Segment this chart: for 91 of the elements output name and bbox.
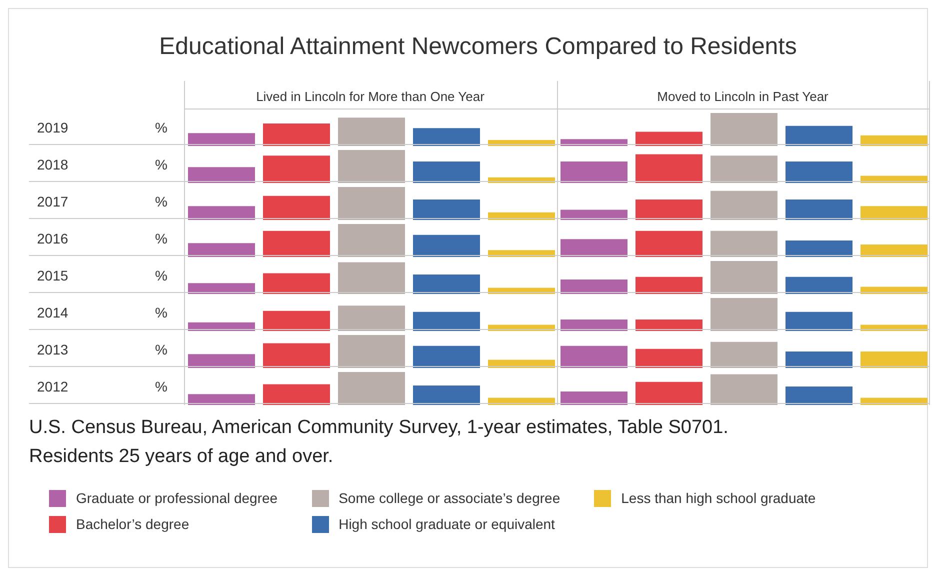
bar [338,150,405,183]
bar [636,154,702,183]
bar [560,239,628,257]
legend-label: High school graduate or equivalent [338,516,555,532]
bar [263,230,330,257]
bar [860,351,928,368]
bar [636,200,702,220]
bar [786,240,852,257]
bar [786,386,852,405]
bar [786,351,852,368]
bar [263,310,330,331]
bar [413,386,480,405]
bar [263,156,330,183]
bar [413,274,480,294]
bar [560,279,628,294]
bar [560,162,628,183]
bar [786,200,852,220]
bar [710,190,778,220]
bar [188,243,255,257]
text: 2018 [37,156,68,172]
y-axis-title: % [155,120,168,136]
bar [710,342,778,368]
y-axis-title: % [155,304,168,320]
text: Residents 25 years of age and over. [29,445,334,469]
text: 2012 [37,378,68,394]
legend-label: Less than high school graduate [621,490,816,506]
bar [710,230,778,257]
legend-label: Some college or associate’s degree [338,490,560,506]
bar [338,224,405,257]
legend-label: Bachelor’s degree [76,516,190,532]
bar [263,384,330,405]
text: Educational Attainment Newcomers Compared to Residents [158,33,798,61]
bar [413,128,480,146]
bar [188,133,255,146]
y-axis-title: % [155,378,168,394]
bar [338,118,405,146]
bar [338,306,405,331]
bar [786,162,852,183]
bar [338,372,405,405]
bar [338,334,405,368]
bar [413,200,480,220]
bar [413,312,480,331]
bar [263,196,330,220]
y-axis-title: % [155,156,168,172]
text: 2015 [37,268,68,284]
bar [188,167,255,183]
text: 2016 [37,230,68,246]
bar [710,156,778,183]
bar [263,124,330,146]
bar [263,273,330,294]
bar [860,206,928,220]
bar [786,126,852,146]
bar [636,382,702,405]
y-axis-title: % [155,230,168,246]
bar [786,312,852,331]
bar [710,112,778,146]
bar [560,346,628,368]
bar [710,260,778,294]
text: 2014 [37,304,68,320]
text: 2013 [37,342,68,358]
text: 2019 [37,120,68,136]
bar [338,262,405,294]
bar [636,132,702,146]
text: 2017 [37,194,68,210]
y-axis-title: % [155,194,168,210]
bar [413,162,480,183]
x-tick-label: Lived in Lincoln for More than One Year [256,89,486,104]
bar [560,319,628,331]
bar [413,234,480,257]
bar [560,391,628,405]
bar [413,346,480,368]
bar [188,206,255,220]
bar [188,283,255,294]
bar [188,354,255,368]
bar [860,135,928,146]
bar [860,244,928,257]
text: U.S. Census Bureau, American Community Survey, 1-year estimates, Table S0701. [29,416,730,440]
bar [338,186,405,220]
y-axis-title: % [155,268,168,284]
bar [263,343,330,368]
y-axis-title: % [155,342,168,358]
bar [636,230,702,257]
bar [188,394,255,405]
bar [710,298,778,331]
bar [710,374,778,405]
bar [636,276,702,294]
legend-label: Graduate or professional degree [76,490,278,506]
bar [636,348,702,368]
bar [786,276,852,294]
x-tick-label: Moved to Lincoln in Past Year [657,89,830,104]
bar [636,319,702,331]
